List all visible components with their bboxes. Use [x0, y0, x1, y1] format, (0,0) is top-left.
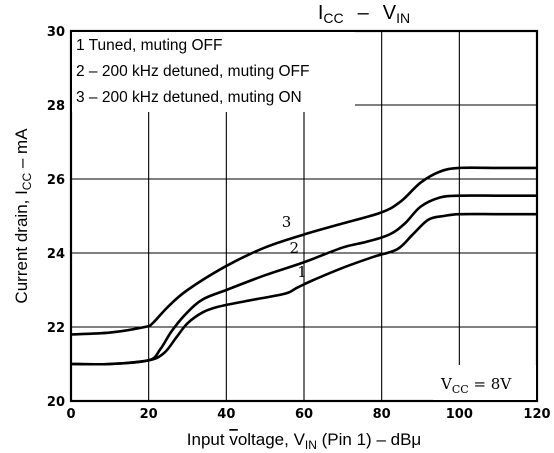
series-line-2 [70, 194, 537, 366]
x-tick-label: 60 [295, 407, 313, 422]
series-line-1 [70, 212, 537, 366]
x-tick-label: 120 [523, 407, 550, 422]
curve-label-1: 1 [297, 263, 307, 281]
x-tick-labels: 0 20 40 60 80 100 120 [66, 407, 550, 422]
y-tick-labels: 20 22 24 26 28 30 [47, 25, 65, 410]
y-tick-label: 22 [47, 321, 65, 336]
legend-box [72, 32, 355, 112]
x-tick-label: 80 [373, 407, 391, 422]
condition-label: VCC = 8V [440, 375, 512, 396]
x-tick-label: 100 [446, 407, 473, 422]
x-tick-label: 0 [66, 407, 75, 422]
y-tick-label: 28 [47, 99, 65, 114]
x-axis-label: Input voltage, VIN (Pin 1) – dBμ [187, 430, 421, 452]
y-tick-label: 20 [47, 395, 65, 410]
curve-label-3: 3 [282, 213, 292, 231]
series-line-3 [70, 166, 537, 336]
legend-entry-2: 2 – 200 kHz detuned, muting OFF [76, 63, 309, 80]
condition-box [433, 365, 536, 400]
curve-label-2: 2 [290, 239, 300, 257]
x-tick-label: 40 [217, 407, 235, 422]
curve-labels: 1 2 3 [282, 213, 307, 281]
y-tick-label: 30 [47, 25, 65, 40]
legend-entry-3: 3 – 200 kHz detuned, muting ON [76, 89, 302, 106]
chart-title: ICC – VIN [318, 2, 410, 26]
x-tick-label: 20 [140, 407, 158, 422]
y-tick-label: 24 [47, 247, 65, 262]
plot-frame [69, 29, 539, 403]
series-lines [70, 166, 537, 366]
y-axis-label: Current drain, ICC – mA [12, 128, 34, 304]
y-tick-label: 26 [47, 173, 65, 188]
legend-entry-1: 1 Tuned, muting OFF [76, 37, 222, 54]
